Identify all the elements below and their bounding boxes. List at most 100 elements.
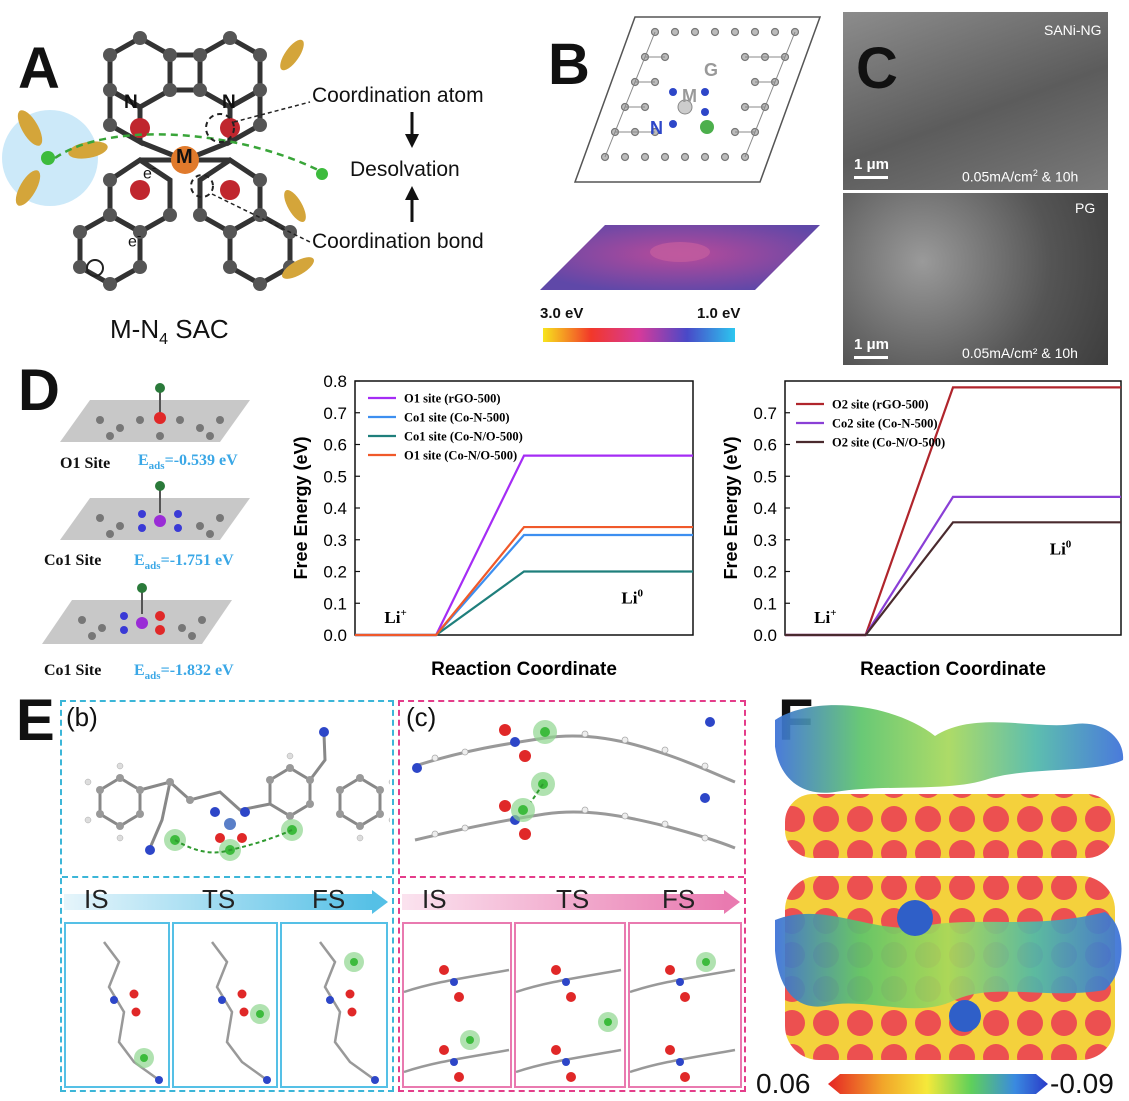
series-line-2 [785, 521, 1121, 637]
y-tick-label: 0.6 [323, 436, 347, 455]
esp-scale-right: -0.09 [1050, 1068, 1114, 1099]
sem-top-condition: 0.05mA/cm2 & 10h [962, 168, 1079, 185]
atom-label-n-right: N [222, 92, 236, 113]
sem-image-top [843, 12, 1108, 190]
sem-top-sample: SANi-NG [1044, 22, 1102, 38]
e-right-divider [400, 876, 744, 880]
sem-bottom-condition: 0.05mA/cm² & 10h [962, 345, 1078, 361]
y-tick-label: 0.0 [753, 626, 777, 645]
y-tick-label: 0.4 [753, 499, 777, 518]
sem-top-scale: 1 μm [854, 156, 890, 173]
panel-d-label: D [18, 358, 60, 423]
esp-scale-left: 0.06 [756, 1068, 811, 1099]
legend-label-3: O1 site (Co-N/O-500) [404, 449, 517, 463]
e-left-divider [62, 876, 392, 880]
desolvation-label: Desolvation [350, 158, 460, 181]
e-left-tag: (b) [66, 702, 98, 732]
energy-colorbar [543, 328, 735, 342]
y-tick-label: 0.6 [753, 436, 777, 455]
y-tick-label: 0.4 [323, 499, 347, 518]
site-eads-2: Eads=-1.751 eV [134, 552, 234, 573]
site-caption-3: Co1 Site [44, 662, 102, 679]
y-tick-label: 0.0 [323, 626, 347, 645]
colorbar-right-label: 1.0 eV [697, 305, 741, 322]
sem-top-scalebar [854, 176, 888, 179]
y-axis-title: Free Energy (eV) [291, 436, 311, 579]
e-left-stage-arrow [64, 890, 388, 914]
graphene-lattice-illustration [573, 16, 822, 183]
series-line-3 [355, 525, 693, 637]
panel-a-label: A [18, 36, 60, 101]
site-caption-2: Co1 Site [44, 552, 102, 569]
sem-bottom-sample: PG [1075, 200, 1096, 216]
atom-label-m-b: M [682, 86, 697, 106]
site-eads-3: Eads=-1.832 eV [134, 662, 234, 683]
x-axis-title: Reaction Coordinate [431, 659, 617, 680]
e-left-stage-is: IS [84, 884, 109, 914]
e-right-stage-is: IS [422, 884, 447, 914]
m-n4-sac-caption: M-N4 SAC [110, 314, 229, 349]
coordination-atom-label: Coordination atom [312, 84, 484, 107]
atom-label-n-left: N [124, 92, 138, 113]
co1-site-structure-1 [60, 481, 250, 540]
free-energy-chart-1: 0.0 0.1 0.2 0.3 0.4 0.5 0.6 0.7 0.8 Free Energy (… [291, 372, 694, 680]
e-right-stage-ts: TS [556, 884, 590, 914]
legend-label-0: O2 site (rGO-500) [832, 398, 929, 412]
e-right-panel [398, 700, 746, 1092]
y-tick-label: 0.3 [753, 531, 777, 550]
series-line-2 [355, 570, 693, 637]
sem-bottom-scale: 1 μm [854, 336, 890, 353]
atom-label-m: M [176, 146, 193, 168]
e-right-stage-arrow [402, 890, 740, 914]
e-left-panel [60, 700, 394, 1092]
x-axis-title: Reaction Coordinate [860, 659, 1046, 680]
y-tick-label: 0.2 [753, 563, 777, 582]
legend-label-0: O1 site (rGO-500) [404, 392, 501, 406]
m-n4-structure-illustration [2, 31, 328, 291]
o1-site-structure [60, 383, 250, 442]
e-left-stage-fs: FS [312, 884, 346, 914]
colorbar-left-label: 3.0 eV [540, 305, 584, 322]
panel-c-label: C [856, 36, 898, 101]
e-left-thumb-ts [172, 922, 278, 1088]
legend-label-1: Co1 site (Co-N-500) [404, 411, 510, 425]
electron-label-top: e- [143, 160, 157, 183]
state-label-start: Li+ [814, 607, 836, 627]
e-right-stage-fs: FS [662, 884, 696, 914]
sem-image-bottom [843, 193, 1108, 365]
legend-label-2: Co1 site (Co-N/O-500) [404, 430, 523, 444]
y-tick-label: 0.5 [323, 467, 347, 486]
y-tick-label: 0.7 [753, 404, 777, 423]
panel-e-label: E [16, 688, 55, 753]
state-label-end: Li0 [621, 588, 643, 608]
e-left-molecule [84, 727, 390, 861]
free-energy-chart-2: 0.0 0.1 0.2 0.3 0.4 0.5 0.6 0.7 Free Energy (eV)… [721, 380, 1122, 680]
legend-label-1: Co2 site (Co-N-500) [832, 417, 938, 431]
y-tick-label: 0.7 [323, 404, 347, 423]
e-left-thumb-is [64, 922, 170, 1088]
panel-b-label: B [548, 32, 590, 97]
e-right-thumb-ts [514, 922, 626, 1088]
legend-label-2: O2 site (Co-N/O-500) [832, 436, 945, 450]
e-right-tag: (c) [406, 702, 437, 732]
site-eads-1: Eads=-0.539 eV [138, 452, 238, 473]
electron-label-bottom: e- [128, 228, 142, 251]
e-right-thumb-is [402, 922, 512, 1088]
site-caption-1: O1 Site [60, 455, 111, 472]
y-tick-label: 0.8 [323, 372, 347, 391]
coordination-bond-label: Coordination bond [312, 230, 484, 253]
y-tick-label: 0.2 [323, 563, 347, 582]
desolvation-arrows [405, 112, 419, 222]
state-label-start: Li+ [384, 607, 406, 627]
y-tick-label: 0.5 [753, 467, 777, 486]
co1-site-structure-2 [42, 583, 232, 644]
energy-surface-illustration [540, 225, 820, 290]
e-stage-molecules [103, 941, 736, 1084]
y-tick-label: 0.3 [323, 531, 347, 550]
state-label-end: Li0 [1050, 538, 1072, 558]
sem-bottom-scalebar [854, 356, 888, 359]
esp-surface-illustration [775, 705, 1124, 1060]
atom-label-n-b: N [650, 118, 663, 138]
series-line-1 [355, 533, 693, 637]
e-left-thumb-fs [280, 922, 388, 1088]
